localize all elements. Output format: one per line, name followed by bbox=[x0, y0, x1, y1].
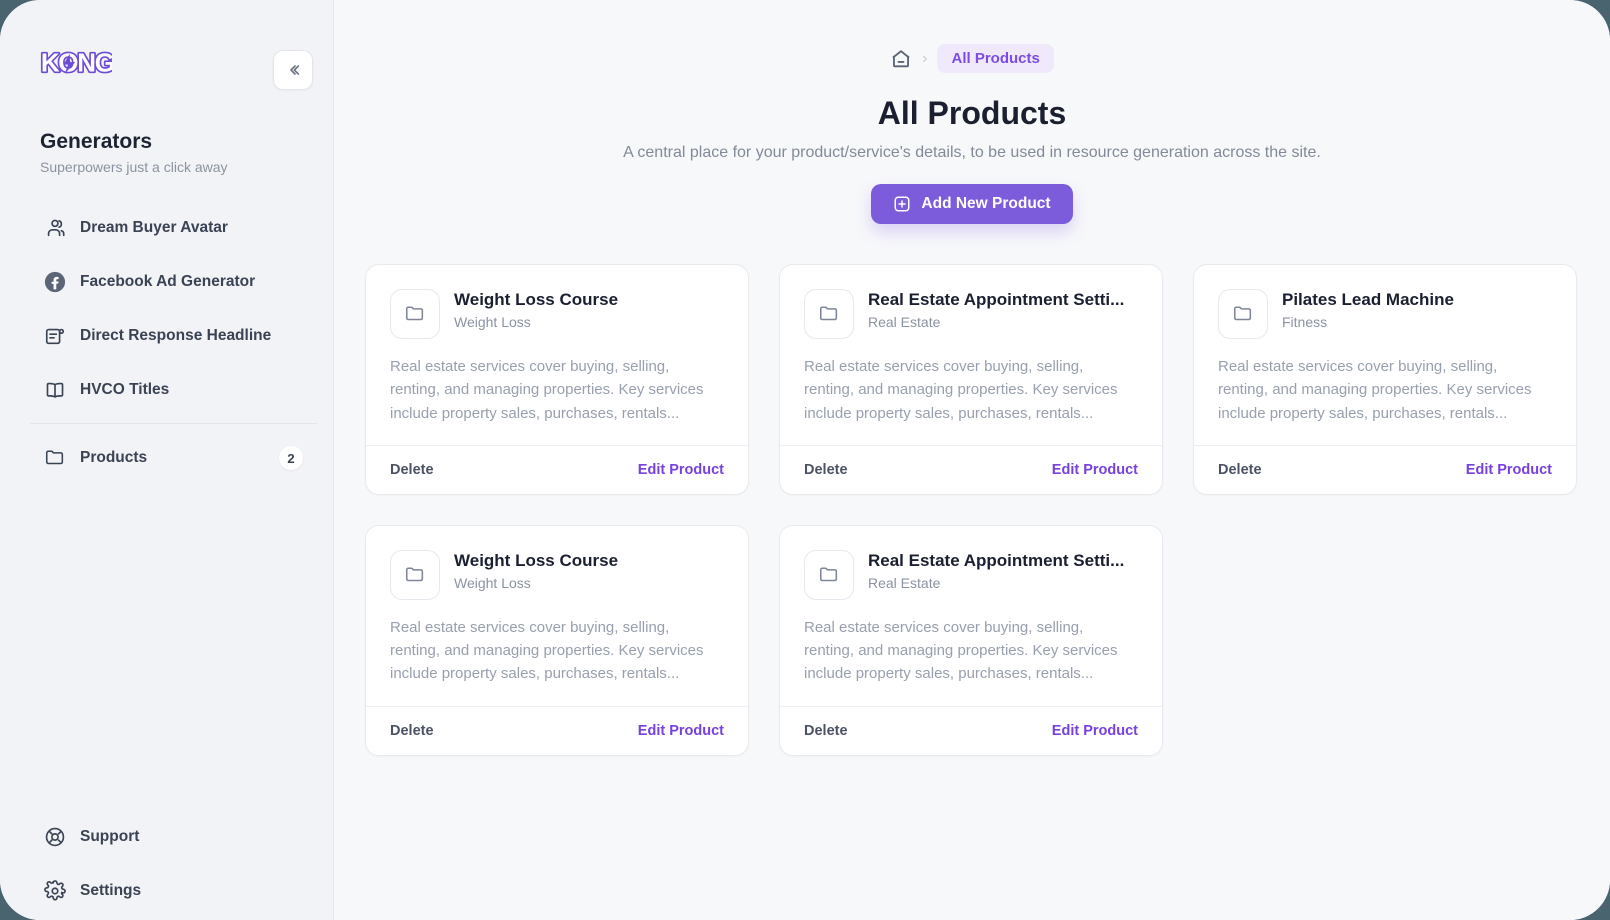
svg-text:KONG: KONG bbox=[41, 49, 112, 77]
